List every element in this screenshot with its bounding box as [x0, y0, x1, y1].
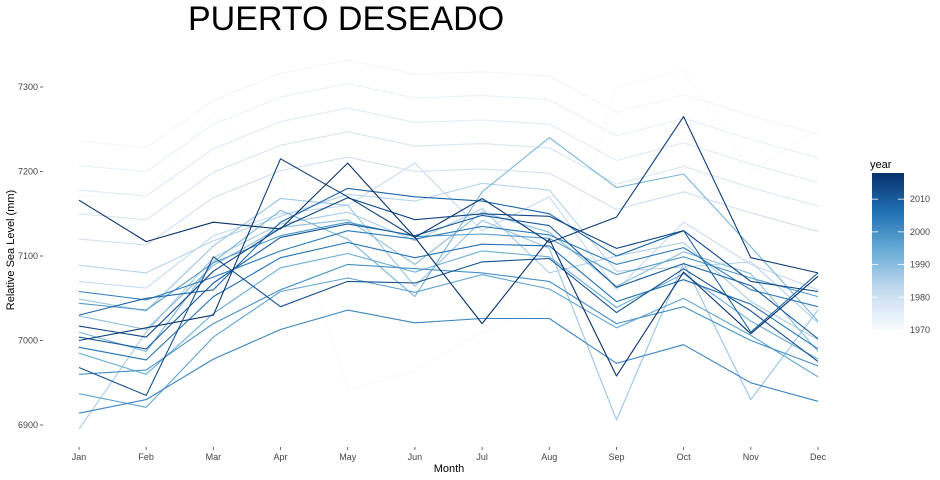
y-tick-label: 6900	[18, 420, 38, 430]
y-axis-title: Relative Sea Level (mm)	[5, 190, 17, 310]
x-tick-label: Nov	[743, 452, 760, 462]
series-line-1980	[78, 156, 819, 246]
series-line-1984	[78, 182, 819, 324]
series-line-1994	[78, 250, 819, 375]
series-line-1978	[78, 131, 819, 221]
y-tick-label: 7100	[18, 251, 38, 261]
series-line-1988	[78, 197, 819, 421]
x-tick-label: Sep	[608, 452, 624, 462]
y-axis: 6900 7000 7100 7200 7300	[18, 82, 43, 430]
x-tick-label: Aug	[541, 452, 557, 462]
series-line-1974	[78, 83, 819, 173]
series-line-2014	[78, 197, 819, 338]
legend-tick-label: 2000	[910, 227, 930, 237]
x-tick-label: Jun	[408, 452, 423, 462]
x-tick-label: Feb	[138, 452, 154, 462]
legend: year 1970 1980 1990 2000 2010	[870, 159, 930, 335]
legend-ticks: 1970 1980 1990 2000 2010	[872, 194, 930, 335]
legend-tick-label: 1990	[910, 260, 930, 270]
series-line-1972	[78, 59, 819, 149]
x-tick-label: Mar	[206, 452, 222, 462]
series-line-2008	[78, 187, 819, 333]
series-layer	[78, 59, 819, 430]
y-tick-label: 7200	[18, 167, 38, 177]
x-tick-label: Jan	[72, 452, 87, 462]
legend-tick-label: 1980	[910, 292, 930, 302]
x-tick-label: May	[339, 452, 357, 462]
series-line-1976	[78, 107, 819, 197]
series-line-2010	[78, 214, 819, 350]
legend-title: year	[870, 159, 892, 171]
series-line-2012	[78, 256, 819, 396]
x-axis: Jan Feb Mar Apr May Jun Jul Aug Sep Oct Nov Dec	[72, 447, 827, 462]
x-tick-label: Apr	[274, 452, 288, 462]
x-tick-label: Dec	[810, 452, 827, 462]
legend-tick-label: 2010	[910, 194, 930, 204]
series-line-2018	[78, 162, 819, 377]
chart-title: PUERTO DESEADO	[188, 0, 504, 38]
series-line-1970	[78, 69, 819, 392]
series-line-1998	[78, 221, 819, 311]
legend-colorbar	[872, 173, 904, 330]
y-tick-label: 7300	[18, 82, 38, 92]
series-line-1982	[78, 162, 819, 291]
y-tick-label: 7000	[18, 336, 38, 346]
x-axis-title: Month	[434, 463, 465, 475]
x-tick-label: Jul	[476, 452, 488, 462]
series-line-2006	[78, 241, 819, 361]
legend-tick-label: 1970	[910, 325, 930, 335]
x-tick-label: Oct	[677, 452, 692, 462]
series-line-1996	[78, 274, 819, 408]
series-line-1992	[78, 137, 819, 353]
series-line-2002	[78, 309, 819, 414]
series-line-2000	[78, 263, 819, 375]
series-line-2016	[78, 116, 819, 342]
